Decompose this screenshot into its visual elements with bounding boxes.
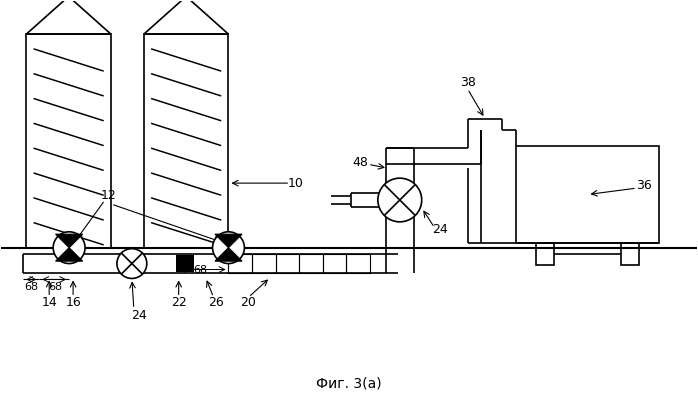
Bar — [276, 254, 299, 274]
Circle shape — [213, 232, 244, 264]
Text: 12: 12 — [101, 188, 117, 202]
Text: 20: 20 — [241, 296, 256, 309]
Bar — [228, 254, 252, 274]
Text: 68: 68 — [193, 264, 208, 274]
Text: 68: 68 — [24, 282, 38, 292]
Circle shape — [117, 249, 147, 278]
Circle shape — [53, 232, 85, 264]
Bar — [176, 255, 193, 272]
Bar — [27, 34, 111, 248]
Text: 14: 14 — [41, 296, 57, 309]
Text: 24: 24 — [432, 223, 447, 236]
Text: 38: 38 — [459, 76, 475, 89]
Polygon shape — [215, 248, 242, 261]
Polygon shape — [56, 248, 82, 261]
Bar — [536, 243, 554, 264]
Text: 26: 26 — [208, 296, 223, 309]
Text: 36: 36 — [636, 179, 652, 192]
Polygon shape — [215, 234, 242, 248]
Bar — [322, 254, 346, 274]
Bar — [252, 254, 276, 274]
Text: 22: 22 — [171, 296, 186, 309]
Text: 16: 16 — [65, 296, 81, 309]
Text: 24: 24 — [131, 309, 147, 322]
Bar — [299, 254, 322, 274]
Circle shape — [378, 178, 422, 222]
Text: Фиг. 3(а): Фиг. 3(а) — [316, 377, 382, 391]
Polygon shape — [56, 234, 82, 248]
Bar — [517, 146, 659, 243]
Bar — [621, 243, 639, 264]
Text: 10: 10 — [288, 177, 303, 190]
Bar — [144, 34, 228, 248]
Text: 68: 68 — [48, 282, 62, 292]
Bar — [387, 178, 413, 222]
Text: 48: 48 — [352, 156, 368, 169]
Bar — [346, 254, 370, 274]
